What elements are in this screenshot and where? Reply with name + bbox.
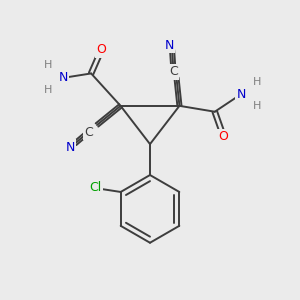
Text: N: N <box>237 88 246 100</box>
Text: Cl: Cl <box>89 181 102 194</box>
Text: C: C <box>169 65 178 79</box>
Text: O: O <box>97 44 106 56</box>
Text: H: H <box>252 101 261 111</box>
Text: O: O <box>219 130 229 143</box>
Text: N: N <box>164 39 174 52</box>
Text: H: H <box>44 85 52 95</box>
Text: H: H <box>252 77 261 87</box>
Text: C: C <box>84 126 92 139</box>
Text: H: H <box>44 61 52 70</box>
Text: N: N <box>66 141 75 154</box>
Text: N: N <box>58 71 68 84</box>
